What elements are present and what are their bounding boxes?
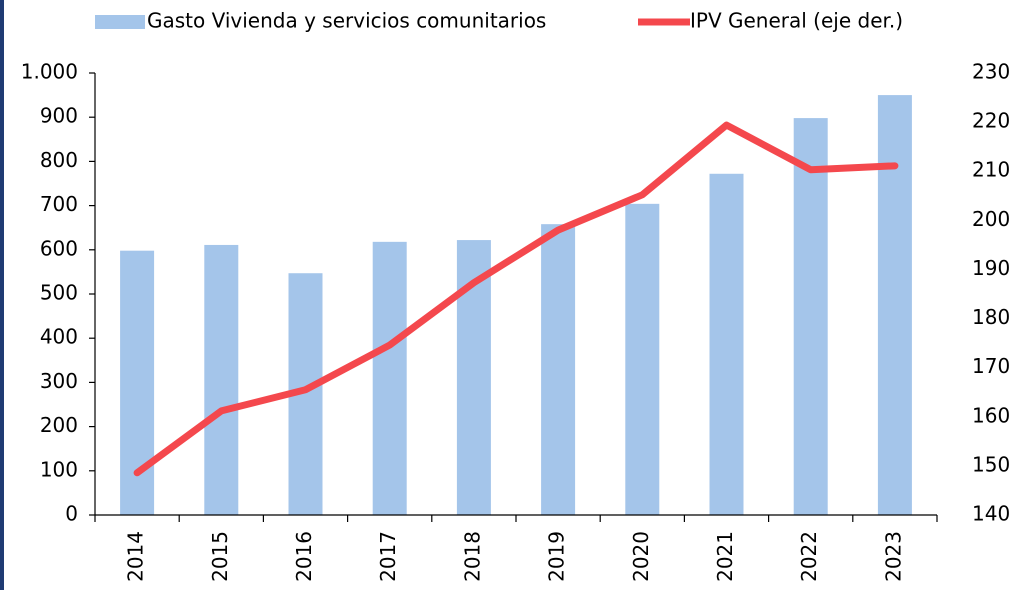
y-tick-label: 300 <box>40 369 78 393</box>
y2-tick-label: 160 <box>972 403 1010 427</box>
x-tick-label: 2019 <box>545 531 569 582</box>
bar <box>793 118 828 516</box>
legend-label: IPV General (eje der.) <box>690 9 903 33</box>
bar <box>709 173 744 515</box>
y-tick-label: 500 <box>40 281 78 305</box>
bar <box>204 244 239 516</box>
y-tick-label: 1.000 <box>21 60 78 84</box>
y-tick-label: 0 <box>65 502 78 526</box>
y2-tick-label: 190 <box>972 256 1010 280</box>
line <box>133 121 899 477</box>
bar <box>372 241 407 515</box>
y-tick-label: 700 <box>40 192 78 216</box>
x-tick-label: 2022 <box>797 531 821 582</box>
x-tick-label: 2017 <box>376 531 400 582</box>
x-tick-label: 2014 <box>124 531 148 582</box>
x-tick-label: 2021 <box>713 531 737 582</box>
y-tick-label: 200 <box>40 413 78 437</box>
x-tick-label: 2023 <box>881 531 905 582</box>
y-tick-label: 900 <box>40 104 78 128</box>
bar <box>541 224 576 515</box>
y-tick-label: 800 <box>40 148 78 172</box>
bar <box>625 203 660 515</box>
y2-tick-label: 180 <box>972 305 1010 329</box>
x-tick-label: 2015 <box>208 531 232 582</box>
y2-tick-label: 230 <box>972 60 1010 84</box>
x-tick-label: 2020 <box>629 531 653 582</box>
y2-tick-label: 140 <box>972 502 1010 526</box>
legend-label: Gasto Vivienda y servicios comunitarios <box>147 9 546 33</box>
page-border <box>0 0 4 590</box>
y-tick-label: 600 <box>40 236 78 260</box>
y-tick-label: 100 <box>40 457 78 481</box>
y2-tick-label: 150 <box>972 452 1010 476</box>
y2-tick-label: 220 <box>972 109 1010 133</box>
x-tick-label: 2018 <box>460 531 484 582</box>
y2-tick-label: 200 <box>972 207 1010 231</box>
bar <box>877 95 912 515</box>
x-tick-label: 2016 <box>292 531 316 582</box>
y2-tick-label: 210 <box>972 158 1010 182</box>
y-tick-label: 400 <box>40 325 78 349</box>
legend-swatch <box>95 15 145 29</box>
y2-tick-label: 170 <box>972 354 1010 378</box>
